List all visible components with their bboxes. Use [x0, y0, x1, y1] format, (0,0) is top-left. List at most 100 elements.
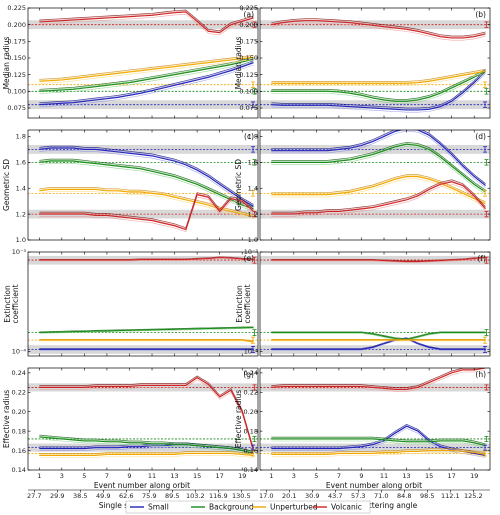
- series-line-volcanic-variant: [271, 179, 486, 213]
- panel-h: 0.14 0.16 0.18 0.20 0.22 0.24 Effective radius…: [234, 367, 491, 500]
- panel-frame: [259, 251, 491, 357]
- series-line-volcanic-variant: [39, 379, 254, 453]
- series-line-background-variant: [39, 434, 254, 452]
- series-line-small-variant: [271, 73, 486, 113]
- y-tick-label: 0.225: [7, 4, 26, 12]
- series-line-small-variant: [271, 70, 486, 110]
- y-tick-label: 0.14: [12, 466, 26, 474]
- series-line-unperturbed-variant: [271, 452, 486, 457]
- series-line-volcanic-variant: [39, 256, 254, 260]
- y-tick-label: 1.0: [248, 236, 258, 244]
- series-line-background: [39, 436, 254, 455]
- panel-frame: [27, 7, 259, 119]
- series-line-background-variant: [39, 159, 254, 209]
- x-event-tick-label: 13: [170, 472, 178, 480]
- x-event-tick-label: 5: [82, 472, 86, 480]
- series-line-volcanic-variant: [39, 192, 254, 229]
- series-line-volcanic-variant: [271, 258, 486, 263]
- series-line-small: [39, 62, 254, 106]
- x-angle-tick-label: 116.9: [209, 492, 228, 500]
- y-tick-label: 0.200: [239, 21, 258, 29]
- y-tick-label: 10⁻³: [12, 248, 27, 256]
- y-tick-label: 0.075: [7, 104, 26, 112]
- y-tick-label: 1.8: [248, 133, 258, 141]
- y-axis-label: coefficient: [11, 284, 20, 323]
- panel-label: (c): [244, 132, 254, 141]
- x-angle-tick-label: 43.7: [328, 492, 342, 500]
- uncertainty-band: [260, 443, 490, 452]
- series-line-small-variant: [39, 61, 254, 105]
- panel-label: (b): [475, 10, 486, 19]
- series-line-small: [271, 337, 486, 350]
- series-line-unperturbed-variant: [39, 340, 254, 343]
- series-line-unperturbed-variant: [39, 59, 254, 84]
- x-angle-tick-label: 17.0: [259, 492, 273, 500]
- x-event-tick-label: 15: [425, 472, 433, 480]
- y-axis-label: Effective radius: [2, 390, 11, 448]
- panel-label: (h): [475, 370, 486, 379]
- series-line-volcanic-variant: [271, 369, 486, 392]
- series-line-unperturbed: [39, 56, 254, 82]
- uncertainty-band: [28, 20, 258, 30]
- series-line-small: [271, 425, 486, 456]
- series-line-unperturbed-variant: [39, 338, 254, 342]
- y-tick-label: 1.4: [16, 184, 26, 192]
- y-tick-label: 0.20: [12, 408, 26, 416]
- x-event-tick-label: 3: [292, 472, 296, 480]
- series-line-volcanic: [39, 256, 254, 261]
- series-line-background: [271, 143, 486, 193]
- y-tick-label: 0.150: [7, 54, 26, 62]
- series-line-unperturbed: [39, 452, 254, 456]
- series-line-background-variant: [39, 158, 254, 208]
- x-event-tick-label: 19: [238, 472, 246, 480]
- uncertainty-band: [28, 145, 258, 154]
- y-tick-label: 0.225: [239, 4, 258, 12]
- series-line-small-variant: [271, 130, 486, 186]
- x-event-tick-label: 9: [127, 472, 131, 480]
- x-angle-tick-label: 71.0: [374, 492, 388, 500]
- x-event-tick-label: 19: [470, 472, 478, 480]
- y-tick-label: 1.2: [248, 210, 258, 218]
- series-line-volcanic: [271, 20, 486, 39]
- x-angle-tick-label: 75.9: [142, 492, 156, 500]
- series-line-volcanic-variant: [271, 368, 483, 389]
- plot-area: [260, 18, 490, 113]
- series-line-background-variant: [271, 146, 486, 195]
- y-axis-label: Extinction: [3, 285, 12, 323]
- series-line-small-variant: [271, 424, 486, 454]
- series-line-volcanic-variant: [271, 368, 477, 388]
- plot-area: [260, 130, 490, 219]
- x-angle-tick-label: 30.9: [305, 492, 319, 500]
- y-axis-label: Median radius: [234, 36, 243, 89]
- panel-frame: [259, 129, 491, 241]
- series-line-volcanic: [271, 368, 486, 390]
- series-line-background-variant: [271, 331, 486, 340]
- x-angle-tick-label: 38.5: [73, 492, 87, 500]
- y-tick-label: 1.2: [16, 210, 26, 218]
- legend-label-volcanic: Volcanic: [331, 503, 362, 512]
- series-line-unperturbed-variant: [271, 70, 486, 83]
- series-line-small-variant: [271, 130, 486, 189]
- series-line-unperturbed-variant: [271, 448, 486, 453]
- series-line-small-variant: [39, 60, 254, 104]
- series-line-small-variant: [271, 130, 486, 184]
- series-line-volcanic-variant: [39, 13, 254, 36]
- y-tick-label: 0.22: [12, 388, 26, 396]
- series-line-background-variant: [271, 70, 486, 101]
- y-tick-label: 0.100: [239, 88, 258, 96]
- y-tick-label: 10⁻⁴: [12, 348, 27, 356]
- series-line-small: [271, 70, 486, 111]
- legend-label-small: Small: [148, 503, 169, 512]
- panel-f: 10⁻⁴ 10⁻³ Extinction coefficient (f): [235, 248, 491, 357]
- series-line-unperturbed-variant: [271, 73, 486, 86]
- x-event-tick-label: 17: [216, 472, 224, 480]
- legend-frame: [125, 500, 371, 514]
- series-line-volcanic: [271, 256, 486, 263]
- series-line-volcanic-variant: [271, 19, 486, 38]
- series-line-volcanic: [39, 377, 255, 451]
- series-line-unperturbed: [271, 176, 486, 205]
- series-line-background: [271, 70, 486, 102]
- series-line-unperturbed-variant: [271, 175, 486, 204]
- panel-label: (d): [475, 132, 486, 141]
